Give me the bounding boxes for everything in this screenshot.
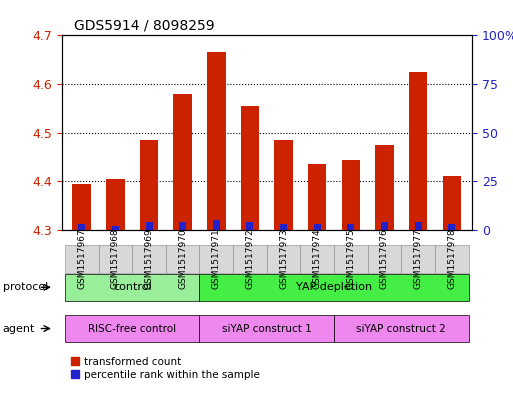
Bar	[381, 222, 388, 230]
Bar	[415, 222, 422, 230]
Bar	[241, 106, 259, 230]
Text: siYAP construct 1: siYAP construct 1	[222, 323, 311, 334]
Bar	[443, 176, 461, 230]
Bar	[280, 224, 287, 230]
Text: protocol: protocol	[3, 282, 48, 292]
Bar	[146, 222, 152, 230]
Bar	[409, 72, 427, 230]
Text: GSM1517976: GSM1517976	[380, 229, 389, 289]
Bar	[207, 52, 226, 230]
Text: GSM1517967: GSM1517967	[77, 229, 86, 289]
Bar	[112, 226, 119, 230]
Text: RISC-free control: RISC-free control	[88, 323, 176, 334]
Bar	[314, 224, 321, 230]
Bar	[213, 220, 220, 230]
Text: GSM1517970: GSM1517970	[178, 229, 187, 289]
Text: GSM1517969: GSM1517969	[145, 229, 153, 289]
Bar	[179, 222, 186, 230]
Bar	[347, 224, 354, 230]
Text: GSM1517975: GSM1517975	[346, 229, 356, 289]
Text: control: control	[113, 282, 151, 292]
Bar	[342, 160, 360, 230]
Bar	[173, 94, 192, 230]
Bar	[448, 224, 456, 230]
Bar	[375, 145, 394, 230]
Bar	[72, 184, 91, 230]
Text: GSM1517972: GSM1517972	[245, 229, 254, 289]
Text: GSM1517974: GSM1517974	[313, 229, 322, 289]
Bar	[106, 179, 125, 230]
Text: GSM1517978: GSM1517978	[447, 229, 456, 289]
Text: GSM1517968: GSM1517968	[111, 229, 120, 289]
Bar	[140, 140, 159, 230]
Text: GDS5914 / 8098259: GDS5914 / 8098259	[74, 19, 214, 33]
Text: GSM1517973: GSM1517973	[279, 229, 288, 289]
Text: agent: agent	[3, 323, 35, 334]
Text: GSM1517971: GSM1517971	[212, 229, 221, 289]
Bar	[246, 222, 253, 230]
Bar	[274, 140, 293, 230]
Text: siYAP construct 2: siYAP construct 2	[357, 323, 446, 334]
Text: GSM1517977: GSM1517977	[413, 229, 423, 289]
Text: YAP depletion: YAP depletion	[296, 282, 372, 292]
Bar	[308, 164, 326, 230]
Bar	[78, 224, 85, 230]
Legend: transformed count, percentile rank within the sample: transformed count, percentile rank withi…	[67, 353, 265, 384]
